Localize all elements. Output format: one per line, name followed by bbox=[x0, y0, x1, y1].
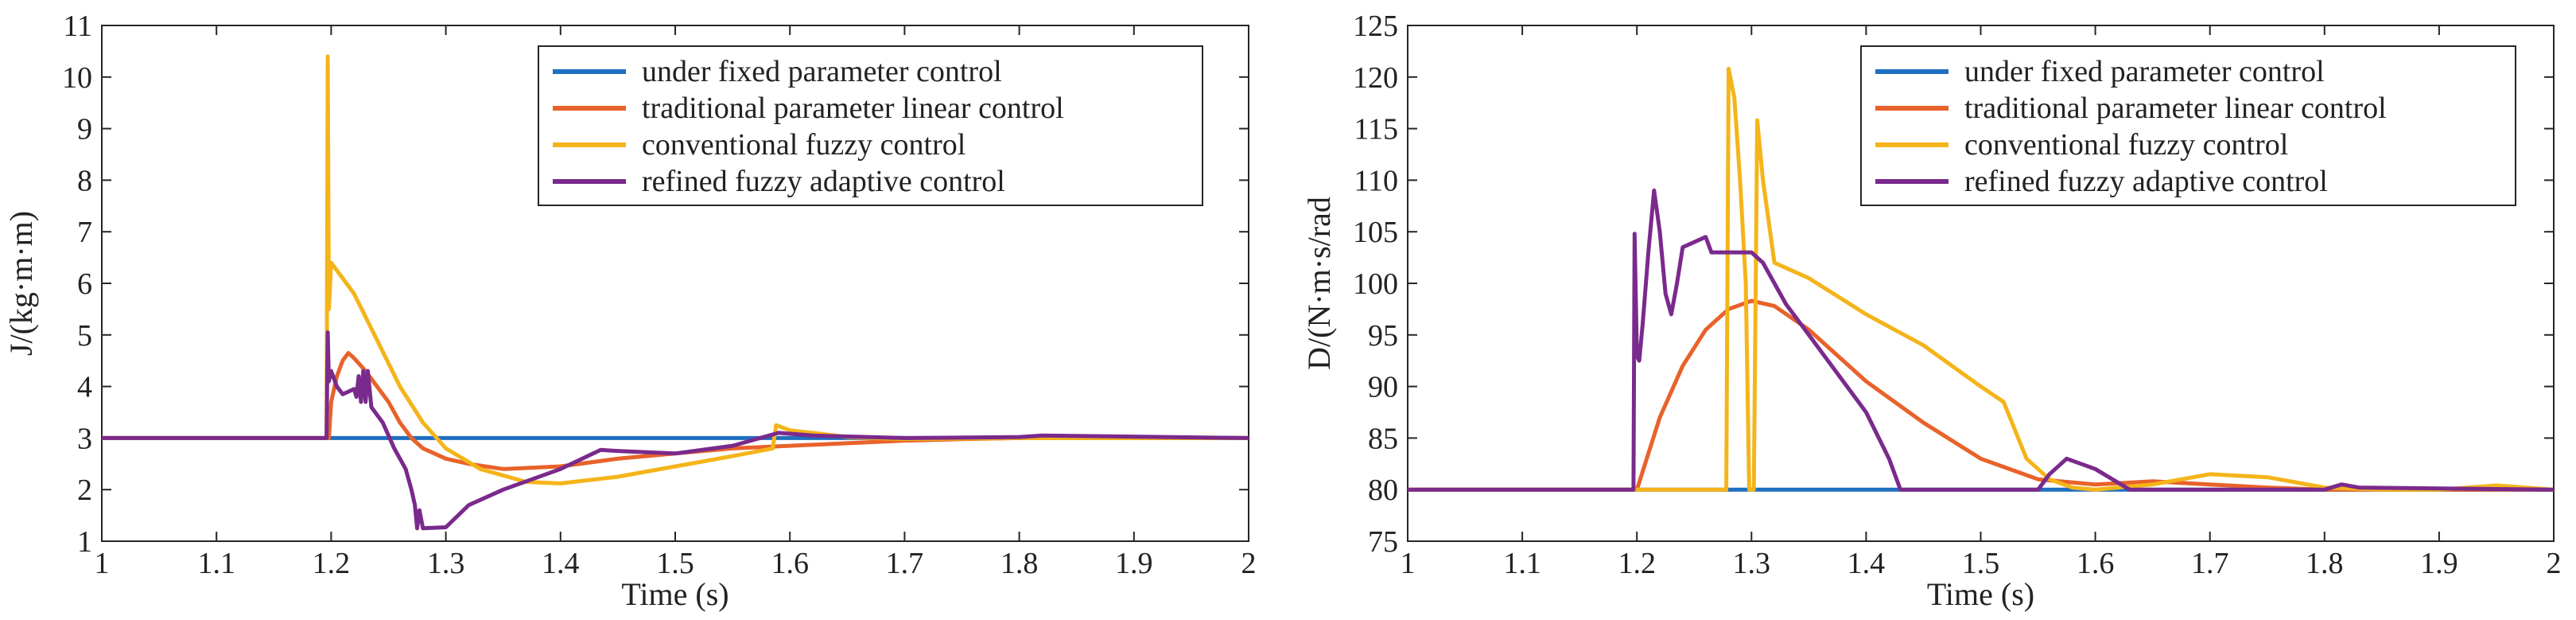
y-tick-label: 120 bbox=[1353, 61, 1398, 95]
y-axis-label: D/(N·m·s/rad bbox=[1301, 197, 1337, 370]
y-tick-label: 8 bbox=[77, 164, 92, 197]
y-tick-label: 2 bbox=[77, 474, 92, 507]
series-line-4 bbox=[102, 330, 1249, 531]
x-tick-label: 1.8 bbox=[2306, 547, 2344, 580]
x-tick-label: 1.2 bbox=[313, 547, 351, 580]
x-tick-label: 2 bbox=[2547, 547, 2562, 580]
legend-label-1: under fixed parameter control bbox=[1964, 55, 2325, 88]
y-tick-label: 10 bbox=[62, 61, 92, 95]
x-tick-label: 1.9 bbox=[2420, 547, 2458, 580]
x-tick-label: 1.5 bbox=[1962, 547, 2000, 580]
y-tick-label: 4 bbox=[77, 371, 92, 404]
series-line-4 bbox=[1408, 188, 2554, 492]
y-tick-label: 11 bbox=[63, 10, 92, 43]
y-tick-label: 110 bbox=[1354, 164, 1398, 197]
x-tick-label: 1.1 bbox=[197, 547, 235, 580]
x-tick-label: 1.6 bbox=[771, 547, 809, 580]
y-tick-label: 80 bbox=[1368, 474, 1398, 507]
y-tick-label: 115 bbox=[1354, 113, 1398, 146]
x-tick-label: 1.8 bbox=[1000, 547, 1039, 580]
y-tick-label: 125 bbox=[1353, 10, 1398, 43]
y-tick-label: 75 bbox=[1368, 525, 1398, 559]
legend-label-2: traditional parameter linear control bbox=[1964, 92, 2387, 125]
x-tick-label: 1.3 bbox=[427, 547, 465, 580]
y-tick-label: 3 bbox=[77, 422, 92, 455]
y-tick-label: 7 bbox=[77, 216, 92, 249]
legend-label-2: traditional parameter linear control bbox=[642, 92, 1064, 125]
y-tick-label: 95 bbox=[1368, 319, 1398, 353]
x-tick-label: 1.6 bbox=[2077, 547, 2115, 580]
series-line-2 bbox=[1408, 298, 2554, 492]
legend-label-1: under fixed parameter control bbox=[642, 55, 1002, 88]
x-tick-label: 1 bbox=[95, 547, 110, 580]
legend-label-3: conventional fuzzy control bbox=[642, 128, 966, 162]
x-tick-label: 1.4 bbox=[542, 547, 580, 580]
x-axis-label: Time (s) bbox=[1927, 576, 2034, 612]
series-line-3 bbox=[102, 54, 1249, 485]
y-tick-label: 6 bbox=[77, 267, 92, 301]
x-tick-label: 1 bbox=[1401, 547, 1416, 580]
x-tick-label: 1.7 bbox=[2191, 547, 2229, 580]
chart-panel-j: 1 1.1 1.2 1.3 1.4 1.5 1.6 1.7 1.8 1.9 2 1 2 3 4 5 6 7 8 9 10… bbox=[3, 10, 1257, 612]
y-tick-label: 5 bbox=[77, 319, 92, 353]
x-tick-label: 1.9 bbox=[1115, 547, 1153, 580]
series-line-3 bbox=[1408, 66, 2554, 492]
x-tick-label: 1.3 bbox=[1733, 547, 1771, 580]
x-tick-label: 1.4 bbox=[1847, 547, 1886, 580]
x-tick-label: 1.2 bbox=[1618, 547, 1656, 580]
x-axis-label: Time (s) bbox=[621, 576, 729, 612]
x-tick-label: 1.1 bbox=[1503, 547, 1541, 580]
y-tick-label: 1 bbox=[77, 525, 92, 559]
legend-label-4: refined fuzzy adaptive control bbox=[642, 165, 1005, 198]
y-axis-label: J/(kg·m·m) bbox=[3, 211, 39, 356]
x-tick-label: 1.5 bbox=[656, 547, 694, 580]
legend-label-3: conventional fuzzy control bbox=[1964, 128, 2288, 162]
y-tick-label: 90 bbox=[1368, 371, 1398, 404]
chart-panel-d: 1 1.1 1.2 1.3 1.4 1.5 1.6 1.7 1.8 1.9 2 75 80 85 90 95 1… bbox=[1301, 10, 2562, 612]
y-tick-label: 100 bbox=[1353, 267, 1398, 301]
x-tick-label: 2 bbox=[1241, 547, 1257, 580]
y-tick-label: 105 bbox=[1353, 216, 1398, 249]
y-tick-label: 85 bbox=[1368, 422, 1398, 455]
legend-box bbox=[1860, 45, 2516, 206]
legend-box bbox=[538, 45, 1203, 206]
legend-label-4: refined fuzzy adaptive control bbox=[1964, 165, 2328, 198]
x-tick-label: 1.7 bbox=[886, 547, 924, 580]
y-tick-label: 9 bbox=[77, 113, 92, 146]
